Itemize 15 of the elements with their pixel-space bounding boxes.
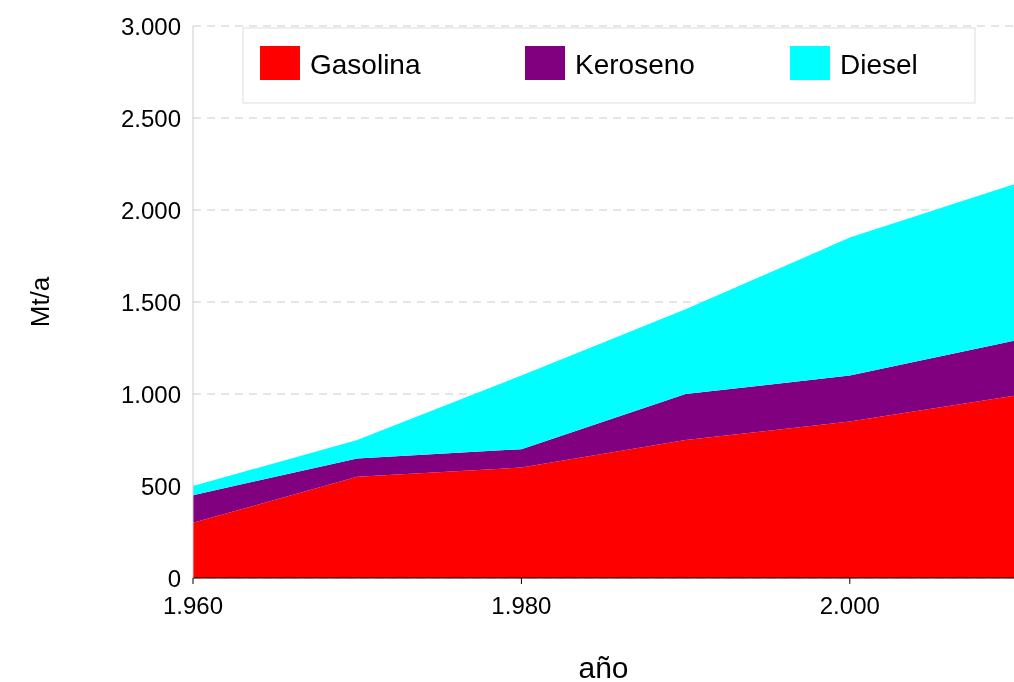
x-tick-label: 1.960 [162, 592, 224, 619]
y-tick-label: 3.000 [120, 12, 181, 40]
y-tick-label: 2.500 [120, 104, 181, 132]
legend-label: Diesel [840, 48, 918, 80]
x-tick-label: 1.980 [491, 592, 552, 619]
legend-label: Keroseno [575, 48, 695, 80]
x-axis-title: año [578, 651, 629, 682]
y-tick-label: 500 [140, 472, 181, 500]
y-tick-label: 1.000 [120, 380, 181, 408]
legend-label: Gasolina [310, 48, 421, 80]
y-tick-label: 2.000 [120, 196, 181, 224]
x-tick-label: 2.000 [819, 592, 880, 619]
y-tick-label: 0 [167, 564, 181, 592]
y-axis-title: Mt/a [25, 276, 55, 328]
y-tick-label: 1.500 [120, 288, 181, 316]
